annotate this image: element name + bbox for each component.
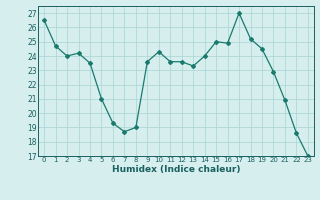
X-axis label: Humidex (Indice chaleur): Humidex (Indice chaleur) bbox=[112, 165, 240, 174]
